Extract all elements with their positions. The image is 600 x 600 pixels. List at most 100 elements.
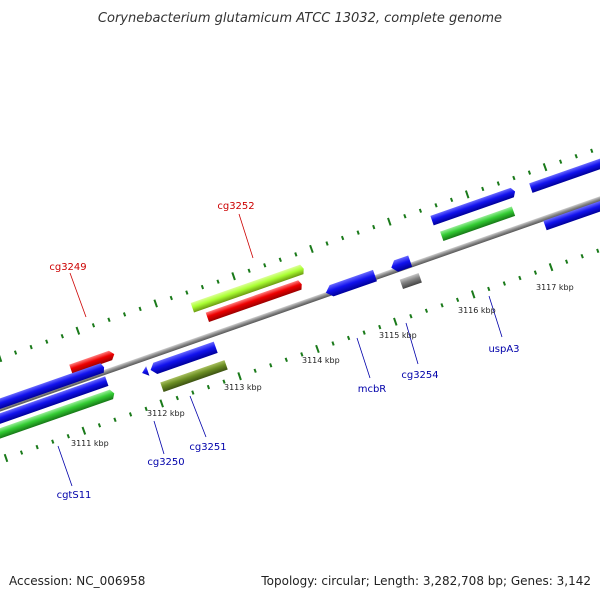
- gene-arrow-uspA3-top[interactable]: [430, 187, 516, 226]
- tick-label: 3117 kbp: [536, 283, 574, 292]
- tick-label: 3116 kbp: [458, 306, 496, 315]
- tick-mark: [315, 344, 320, 354]
- tick-mark: [35, 444, 39, 450]
- tick-mark: [590, 148, 594, 154]
- tick-mark: [0, 354, 3, 363]
- tick-mark: [191, 390, 195, 395]
- tick-mark: [263, 263, 267, 268]
- gene-arrow-cgtS11[interactable]: [0, 389, 116, 443]
- tick-mark: [502, 281, 506, 286]
- gene-label-cgtS11[interactable]: cgtS11: [57, 490, 92, 501]
- tick-mark: [372, 224, 376, 230]
- tick-mark: [542, 163, 548, 172]
- tick-label: 3112 kbp: [147, 409, 185, 418]
- gene-arrow-cg3252[interactable]: [205, 280, 304, 323]
- tick-mark: [138, 306, 142, 312]
- tick-mark: [331, 341, 335, 346]
- tick-mark: [169, 295, 173, 301]
- gene-arrow-cg3250-body[interactable]: [149, 341, 218, 376]
- tick-mark: [107, 317, 111, 323]
- tick-mark: [548, 263, 554, 272]
- gene-arrow-cg3250[interactable]: [140, 366, 150, 377]
- tick-mark: [284, 357, 288, 363]
- gene-arrow-cgtS11-blue[interactable]: [0, 376, 109, 429]
- tick-mark: [206, 384, 211, 390]
- gene-arrow-forward-a[interactable]: [0, 363, 106, 416]
- tick-mark: [481, 186, 485, 192]
- tick-mark: [29, 344, 33, 350]
- tick-mark: [75, 326, 81, 335]
- gene-label-cg3251[interactable]: cg3251: [189, 442, 226, 453]
- gene-label-cg3252[interactable]: cg3252: [217, 201, 254, 212]
- tick-mark: [216, 279, 220, 284]
- tick-mark: [387, 217, 392, 226]
- gene-arrow-mcbR[interactable]: [324, 269, 377, 299]
- gene-arrow-cg3254-gray[interactable]: [399, 273, 422, 290]
- gene-arrow-top-right[interactable]: [529, 152, 600, 193]
- tick-mark: [3, 453, 9, 463]
- gene-label-cg3249[interactable]: cg3249: [49, 262, 86, 273]
- gene-arrow-cg3249[interactable]: [69, 349, 116, 375]
- tick-mark: [185, 290, 189, 295]
- tick-mark: [51, 439, 55, 444]
- tick-mark: [512, 175, 516, 181]
- tick-mark: [527, 170, 532, 175]
- tick-mark: [81, 426, 87, 435]
- tick-mark: [409, 313, 413, 319]
- gene-arrow-cg3251[interactable]: [160, 360, 228, 392]
- tick-mark: [247, 268, 251, 273]
- tick-mark: [60, 333, 64, 339]
- gene-label-cg3250[interactable]: cg3250: [147, 457, 184, 468]
- tick-mark: [269, 363, 273, 368]
- tick-mark: [122, 312, 127, 317]
- tick-mark: [45, 339, 49, 344]
- tick-mark: [487, 286, 491, 292]
- tick-tracks: [0, 148, 600, 463]
- tick-mark: [340, 235, 345, 241]
- tick-mark: [455, 297, 460, 303]
- gene-label-uspA3[interactable]: uspA3: [488, 344, 519, 355]
- tick-mark: [356, 230, 360, 235]
- map-title: Corynebacterium glutamicum ATCC 13032, c…: [98, 11, 502, 26]
- tick-mark: [378, 324, 382, 330]
- tick-mark: [362, 330, 366, 335]
- tick-mark: [97, 423, 102, 428]
- tick-mark: [153, 299, 158, 308]
- tick-mark: [200, 284, 205, 290]
- gene-arrow-cg3254[interactable]: [389, 255, 413, 273]
- tick-mark: [128, 412, 133, 417]
- tick-label: 3114 kbp: [302, 356, 340, 365]
- gene-arrow-far-right[interactable]: [543, 189, 600, 231]
- tick-mark: [91, 323, 96, 328]
- tick-mark: [237, 372, 242, 381]
- tick-label: 3115 kbp: [379, 331, 417, 340]
- tick-mark: [175, 395, 179, 401]
- tick-label: 3111 kbp: [71, 439, 109, 448]
- tick-label: 3113 kbp: [224, 383, 262, 392]
- tick-mark: [464, 190, 470, 199]
- gene-arrow-cg3252-top[interactable]: [190, 264, 306, 313]
- tick-mark: [393, 317, 398, 326]
- tick-mark: [559, 159, 563, 164]
- tick-mark: [278, 257, 282, 263]
- tick-mark: [496, 181, 500, 186]
- tick-mark: [19, 450, 24, 455]
- gene-arrow-uspA3[interactable]: [440, 206, 516, 242]
- tick-mark: [434, 203, 438, 208]
- tick-mark: [533, 270, 538, 275]
- gene-features: [0, 152, 600, 443]
- tick-mark: [403, 213, 407, 219]
- gene-label-cg3254[interactable]: cg3254: [401, 370, 438, 381]
- tick-mark: [574, 153, 578, 159]
- scale-labels: 3111 kbp 3112 kbp 3113 kbp 3114 kbp 3115…: [71, 283, 574, 448]
- tick-mark: [424, 308, 429, 313]
- gene-labels: cg3249 cg3252 cgtS11 cg3250 cg3251 mcbR …: [49, 201, 519, 501]
- gene-label-mcbR[interactable]: mcbR: [358, 384, 387, 395]
- genome-summary-text: Topology: circular; Length: 3,282,708 bp…: [260, 574, 591, 588]
- tick-mark: [144, 406, 148, 412]
- tick-mark: [231, 272, 236, 281]
- tick-mark: [253, 368, 257, 373]
- tick-mark: [222, 379, 226, 384]
- tick-mark: [300, 352, 304, 357]
